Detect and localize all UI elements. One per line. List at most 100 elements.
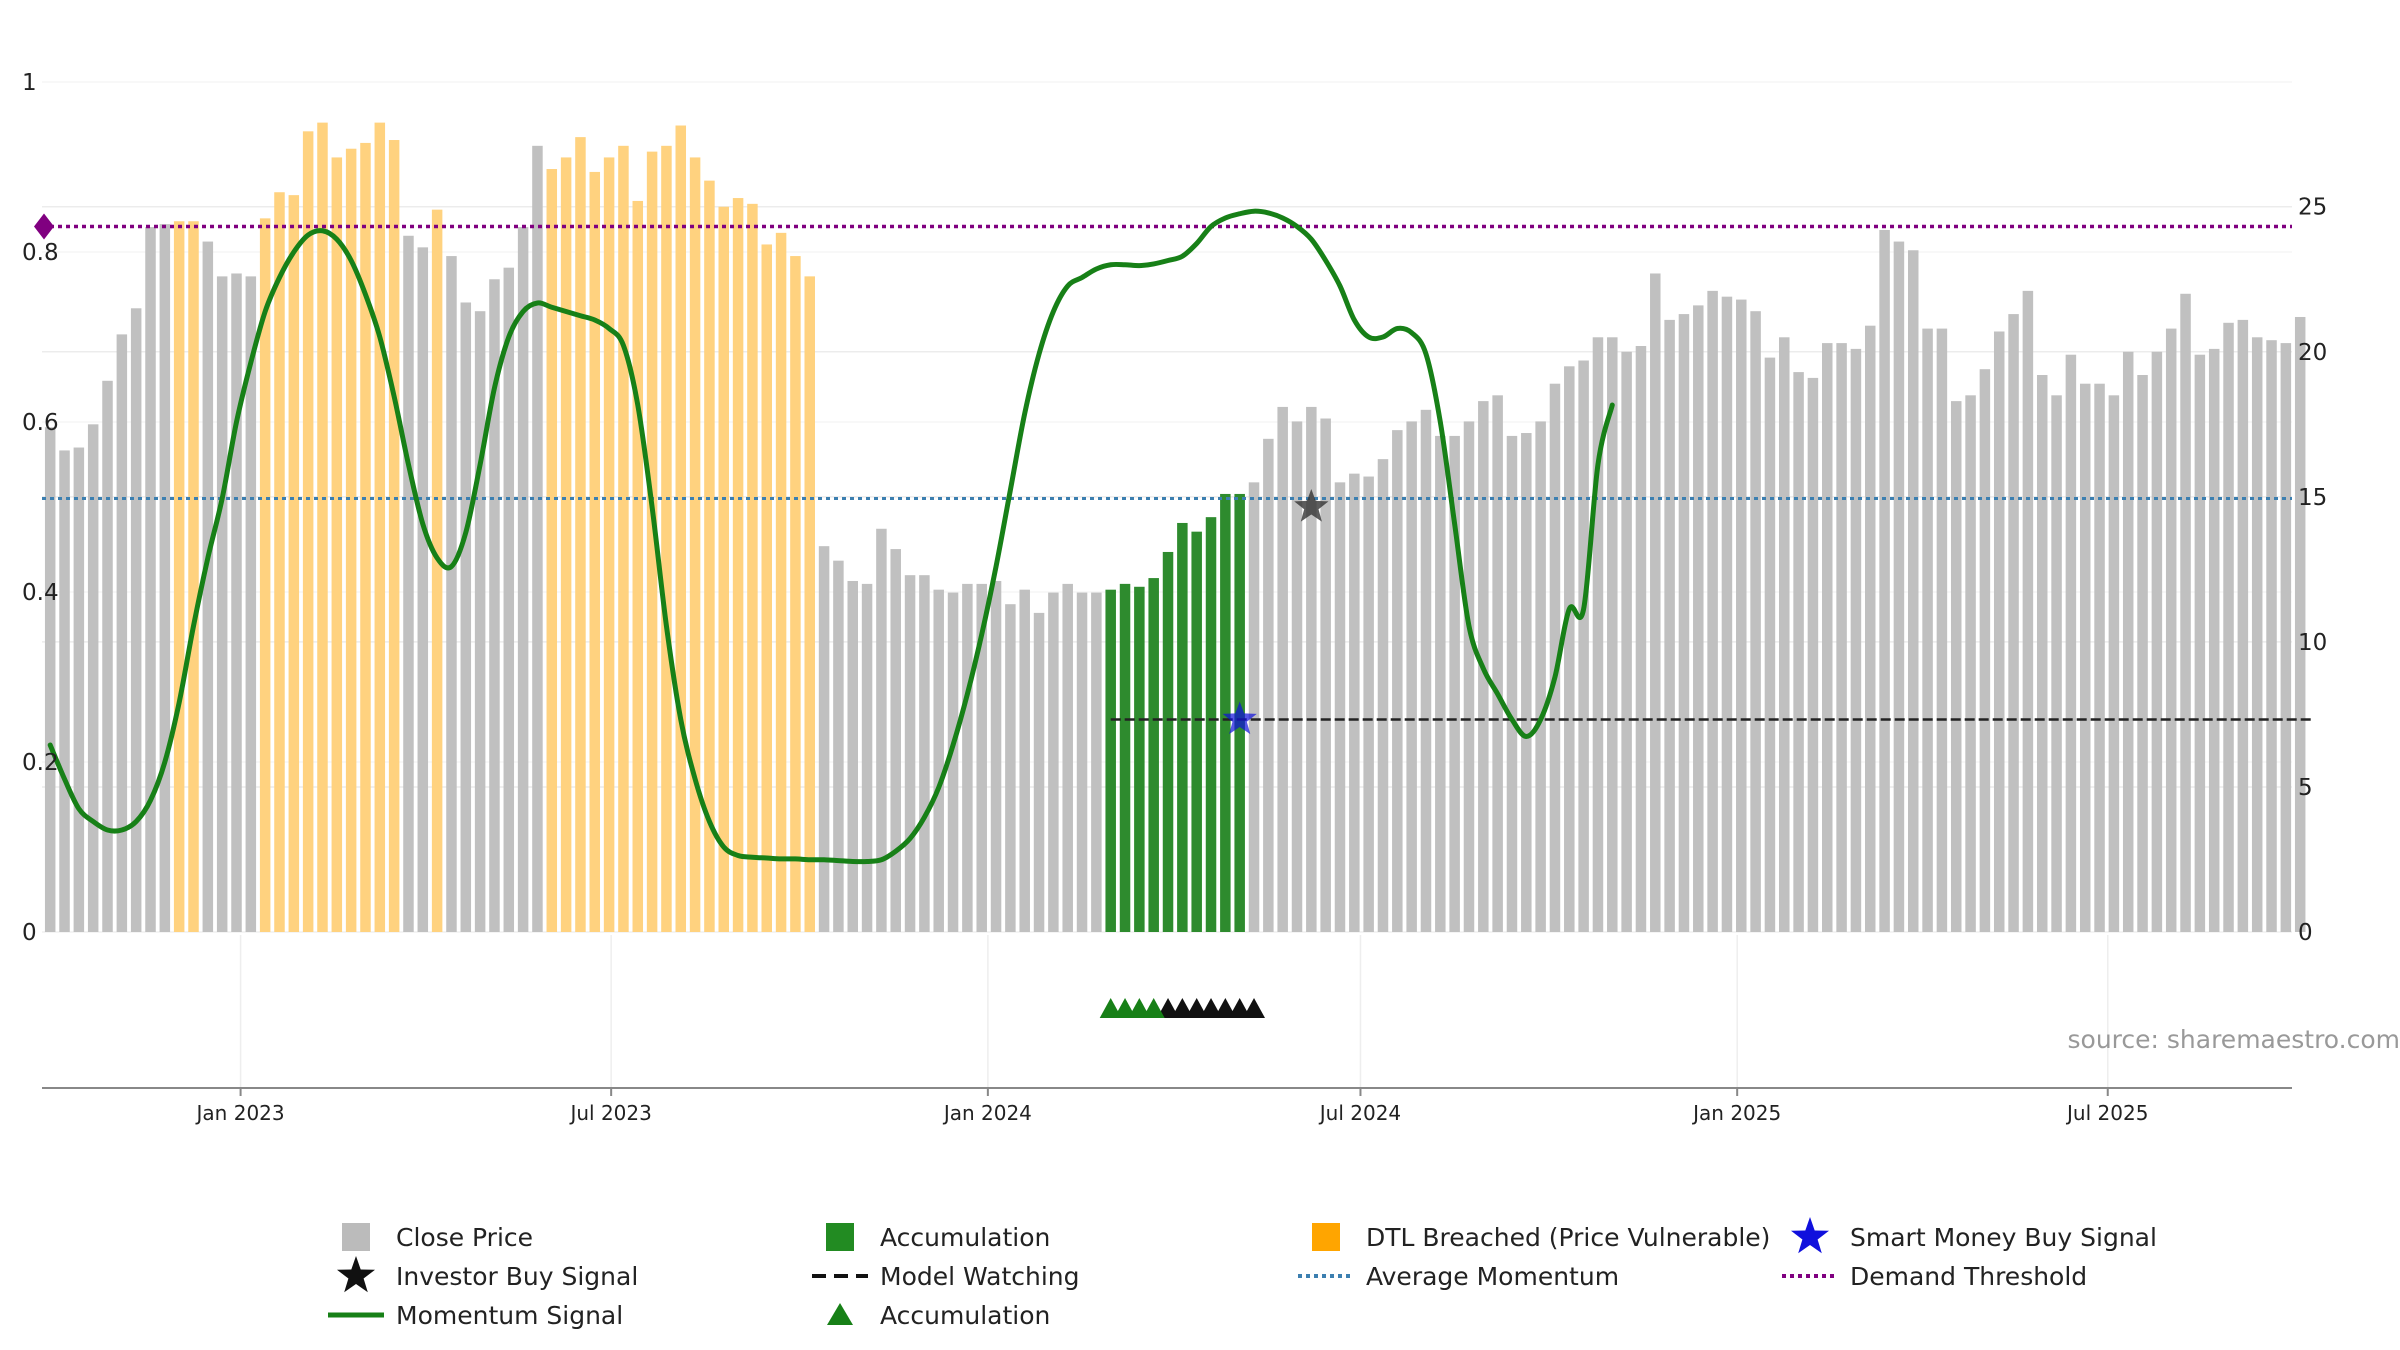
accumulation-bar (1105, 589, 1116, 932)
close-price-bar (1764, 357, 1776, 932)
close-price-bar (460, 302, 472, 933)
left-axis-tick-label: 0.6 (22, 410, 59, 436)
close-price-bar (1779, 337, 1790, 932)
close-price-bar (1521, 433, 1532, 932)
momentum-signal-line (47, 208, 1615, 865)
close-price-bar (87, 424, 99, 932)
close-price-bar (1406, 421, 1417, 932)
accumulation-bar (1205, 517, 1217, 932)
close-price-bar (1019, 589, 1030, 932)
close-price-bar (2137, 375, 2148, 932)
x-axis-tick-label: Jan 2024 (942, 1101, 1032, 1125)
right-axis-tick-label: 5 (2298, 775, 2313, 801)
close-price-bar (2223, 322, 2234, 932)
close-price-bar (847, 580, 858, 932)
close-price-bar (403, 235, 414, 932)
close-price-bar (116, 334, 128, 933)
left-axis-tick-label: 0.8 (22, 240, 59, 266)
close-price-bar (231, 273, 242, 932)
close-price-bar (1993, 331, 2005, 933)
close-price-bar (1506, 435, 1518, 932)
legend-label: Smart Money Buy Signal (1850, 1223, 2157, 1252)
watching-triangle (1157, 998, 1180, 1018)
close-price-bar (417, 247, 429, 932)
dtl-breached-bar (388, 140, 400, 932)
x-axis-tick-label: Jul 2024 (1318, 1101, 1401, 1125)
smart-money-buy-signal-star (1222, 701, 1257, 735)
dtl-breached-bar (804, 276, 815, 932)
accumulation-bar (1134, 586, 1145, 932)
accumulation-bar (1220, 493, 1231, 932)
close-price-bar (2251, 337, 2263, 932)
close-price-bar (1850, 348, 1862, 933)
x-axis-tick-label: Jul 2025 (2065, 1101, 2148, 1125)
close-price-bar (2280, 343, 2292, 932)
close-price-bar (1950, 401, 1962, 932)
accumulation-bar (1177, 522, 1188, 932)
close-price-bar (818, 546, 830, 932)
close-price-bar (2079, 383, 2091, 932)
dtl-breached-bar (632, 200, 644, 932)
close-price-bar (1435, 435, 1446, 932)
dtl-breached-bar (704, 180, 715, 932)
close-price-bar (1893, 241, 1905, 932)
close-price-bar (503, 267, 515, 932)
legend-label: Close Price (396, 1223, 533, 1252)
close-price-bar (2237, 319, 2249, 932)
close-price-bar (2194, 354, 2206, 932)
legend-label: Investor Buy Signal (396, 1262, 638, 1291)
close-price-bar (102, 380, 113, 933)
watching-triangle (1214, 998, 1237, 1018)
close-price-bar (2266, 340, 2277, 932)
close-price-bar (1377, 459, 1389, 932)
close-price-bar (2022, 290, 2034, 932)
legend-label: Accumulation (880, 1301, 1050, 1330)
close-price-bar (2108, 395, 2120, 933)
close-price-bar (1076, 592, 1088, 932)
legend-swatch-star (337, 1256, 375, 1293)
close-price-bar (1005, 604, 1016, 932)
close-price-bar (1062, 583, 1073, 932)
dtl-breached-bar (589, 171, 601, 932)
dtl-breached-bar (431, 209, 443, 933)
close-price-bar (2151, 351, 2163, 932)
close-price-bar (1635, 345, 1647, 932)
close-price-bar (1979, 369, 1991, 932)
dtl-breached-bar (646, 151, 658, 932)
close-price-bar (1678, 314, 1690, 932)
close-price-bar (2165, 328, 2177, 932)
close-price-bar (1291, 421, 1303, 932)
close-price-bar (1707, 290, 1718, 932)
close-price-bar (474, 311, 486, 932)
dtl-breached-bar (575, 137, 586, 933)
close-price-bar (1693, 305, 1704, 932)
left-axis-tick-label: 0 (22, 920, 37, 946)
close-price-bar (73, 447, 85, 932)
close-price-bar (1836, 343, 1847, 932)
close-price-bar (2180, 293, 2191, 932)
close-price-bar (1463, 421, 1475, 932)
close-price-bar (1721, 296, 1733, 932)
watching-triangle (1243, 998, 1266, 1018)
close-price-bar (1907, 250, 1919, 932)
legend-label: Accumulation (880, 1223, 1050, 1252)
close-price-bar (2008, 314, 2019, 932)
dtl-breached-bar (560, 157, 572, 932)
close-price-bar (2036, 375, 2048, 932)
investor-buy-signal-star (1294, 489, 1329, 522)
close-price-bar (1736, 299, 1747, 932)
close-price-bar (947, 592, 959, 932)
dtl-breached-bar (274, 192, 285, 933)
dtl-breached-bar (345, 148, 357, 932)
dtl-breached-bar (761, 244, 772, 932)
close-price-bar (1535, 421, 1546, 932)
right-axis-tick-label: 0 (2298, 920, 2313, 946)
close-price-bar (904, 575, 916, 932)
close-price-bars (44, 122, 2306, 933)
close-price-bar (1392, 430, 1403, 932)
close-price-bar (861, 583, 873, 932)
reference-lines (34, 213, 2315, 721)
close-price-bar (1879, 229, 1890, 933)
accumulation-triangles (1099, 998, 1266, 1018)
